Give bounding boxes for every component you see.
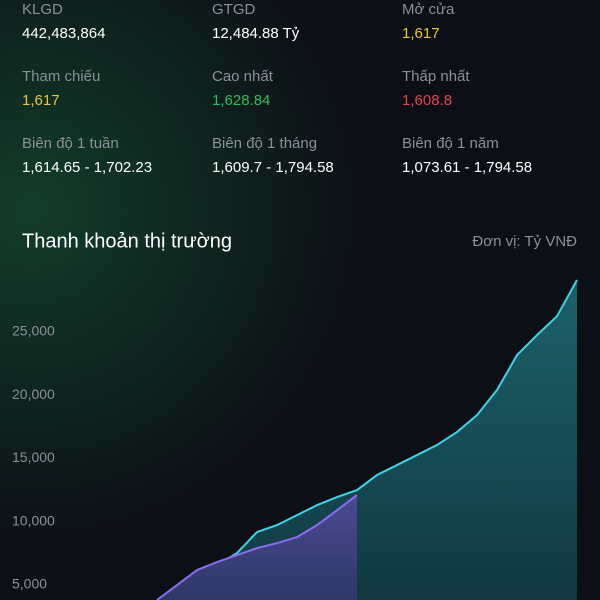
stat-value: 1,609.7 - 1,794.58: [212, 159, 334, 176]
y-tick-label: 5,000: [12, 576, 47, 592]
y-tick-label: 10,000: [12, 512, 55, 528]
stat-label: Thấp nhất: [402, 68, 470, 85]
stat-label: Tham chiếu: [22, 68, 100, 85]
stat-label: Biên độ 1 tuần: [22, 135, 119, 152]
stat-value: 1,608.8: [402, 92, 452, 109]
unit-label: Đơn vị: Tỷ VNĐ: [472, 233, 577, 250]
stat-label: KLGD: [22, 1, 63, 18]
stat-label: Biên độ 1 tháng: [212, 135, 317, 152]
chart-title: Thanh khoản thị trường: [22, 230, 232, 252]
y-tick-label: 15,000: [12, 449, 55, 465]
area-fill: [157, 280, 577, 600]
line: [156, 494, 358, 600]
stat-value: 1,073.61 - 1,794.58: [402, 159, 532, 176]
stat-value: 442,483,864: [22, 25, 105, 42]
y-tick-label: 25,000: [12, 323, 55, 339]
stat-label: Mở cửa: [402, 1, 455, 18]
stat-value: 1,628.84: [212, 92, 270, 109]
stat-value: 1,617: [402, 25, 440, 42]
stat-value: 1,614.65 - 1,702.23: [22, 159, 152, 176]
stat-label: Cao nhất: [212, 68, 274, 85]
stat-value: 1,617: [22, 92, 60, 109]
stat-label: GTGD: [212, 1, 255, 18]
y-tick-label: 20,000: [12, 386, 55, 402]
stat-label: Biên độ 1 năm: [402, 135, 499, 152]
area-fill: [157, 495, 357, 600]
stat-value: 12,484.88 Tỷ: [212, 25, 300, 42]
